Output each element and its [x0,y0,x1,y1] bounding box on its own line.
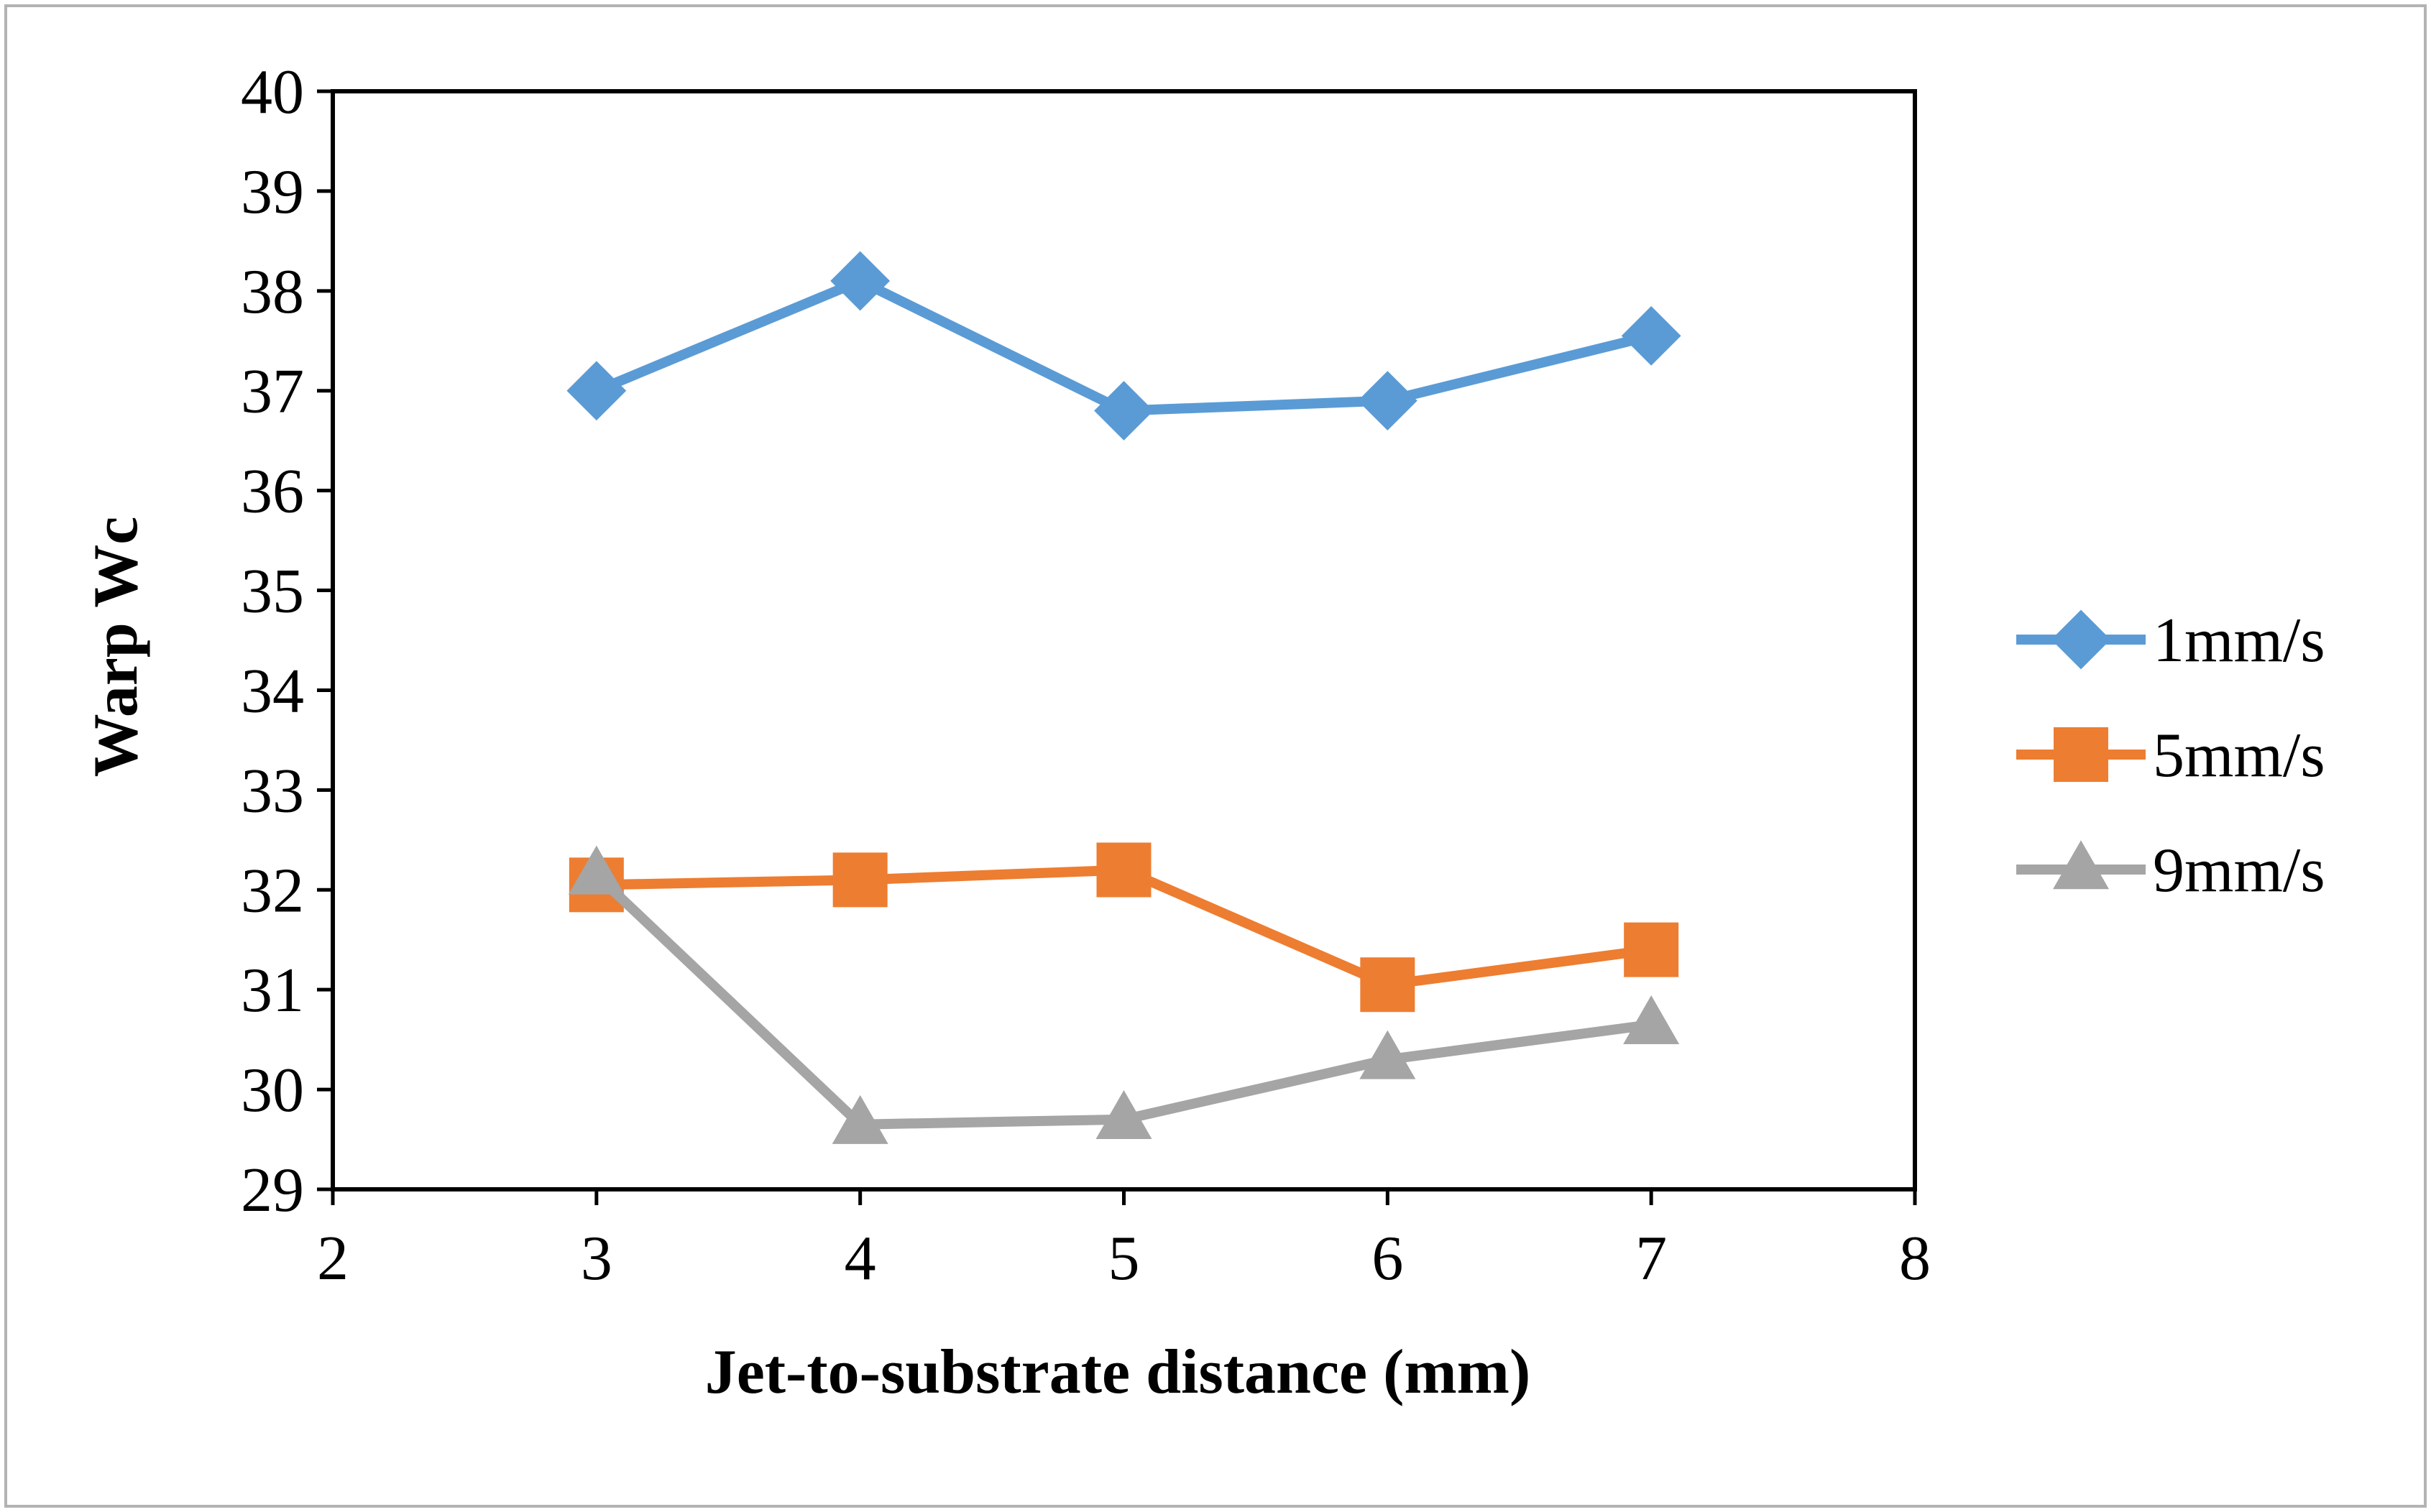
x-tick-label: 3 [581,1224,612,1294]
y-axis-ticks: 29 30 31 32 33 34 35 36 37 38 39 40 [241,57,333,1225]
x-tick-label: 2 [317,1224,349,1294]
y-tick-label: 31 [241,956,304,1025]
data-point-1mm-s [1621,305,1681,366]
data-point-9mm-s [1623,995,1680,1044]
x-tick-label: 5 [1108,1224,1140,1294]
x-tick-label: 7 [1635,1224,1667,1294]
y-axis-title: Warp Wc [81,517,151,778]
x-tick-label: 8 [1899,1224,1931,1294]
y-tick-label: 32 [241,856,304,926]
data-point-5mm-s [1624,922,1679,977]
y-tick-label: 36 [241,457,304,527]
data-point-5mm-s [1096,842,1152,898]
data-point-1mm-s [1094,381,1154,441]
legend-marker-5mm-s [2054,727,2108,782]
data-point-1mm-s [566,361,627,421]
legend-label-9mm-s: 9mm/s [2153,836,2325,905]
y-tick-label: 40 [241,57,304,127]
y-tick-label: 39 [241,157,304,227]
y-tick-label: 35 [241,557,304,627]
data-point-9mm-s [1359,1030,1416,1079]
x-tick-label: 6 [1371,1224,1403,1294]
data-point-5mm-s [1360,957,1415,1013]
y-tick-label: 37 [241,357,304,427]
data-point-9mm-s [568,845,625,895]
legend-label-1mm-s: 1mm/s [2153,606,2325,676]
y-tick-label: 29 [241,1156,304,1225]
x-tick-label: 4 [845,1224,876,1294]
data-point-1mm-s [830,251,891,311]
data-point-9mm-s [1095,1089,1152,1139]
data-point-5mm-s [832,852,888,908]
legend-marker-9mm-s [2053,840,2109,890]
x-axis-ticks: 2 3 4 5 6 7 8 [317,1189,1931,1294]
legend-label-5mm-s: 5mm/s [2153,721,2325,790]
legend-marker-1mm-s [2051,609,2111,670]
y-tick-label: 38 [241,257,304,327]
legend: 1mm/s 5mm/s 9mm/s [2016,606,2325,905]
data-point-9mm-s [832,1094,888,1144]
series-layer [566,251,1681,1144]
y-tick-label: 34 [241,656,304,726]
y-tick-label: 33 [241,756,304,826]
data-point-1mm-s [1357,371,1417,431]
plot-area [331,89,1917,1191]
y-tick-label: 30 [241,1056,304,1125]
x-axis-title: Jet-to-substrate distance (mm) [705,1337,1531,1407]
